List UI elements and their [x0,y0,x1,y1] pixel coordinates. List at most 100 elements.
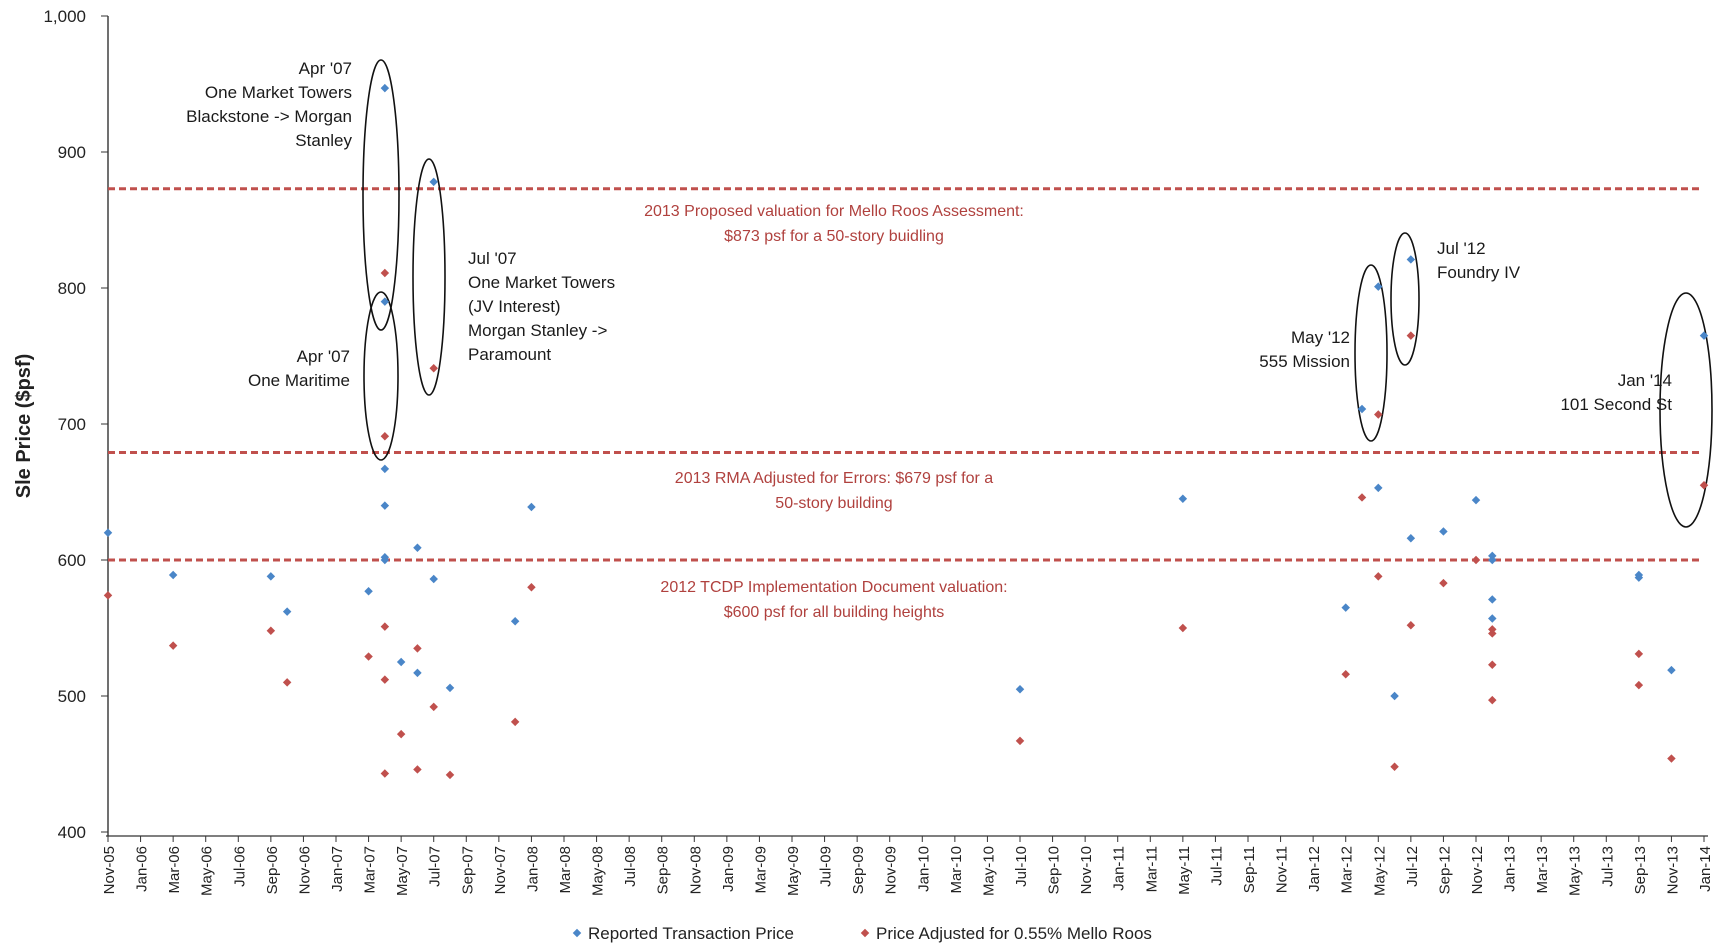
x-tick-label: Mar-07 [362,846,379,894]
y-tick-label: 700 [58,415,86,434]
adjusted-price-point [380,431,390,441]
x-tick-label: Jul-07 [427,846,444,887]
x-tick-label: Jan-14 [1697,846,1714,892]
x-tick-label: Mar-08 [557,846,574,894]
y-tick-label: 900 [58,143,86,162]
annotation-text: Apr '07 [297,347,350,366]
x-tick-label: Mar-11 [1143,846,1160,892]
reported-price-point [1634,573,1644,582]
x-tick-label: Nov-07 [492,846,509,894]
reported-price-point [429,574,438,584]
reported-price-point [380,464,390,474]
highlight-ellipse [362,59,400,331]
adjusted-price-point [429,363,438,373]
x-tick-label: Sep-10 [1046,846,1063,894]
legend: Reported Transaction Price Price Adjuste… [572,924,1152,943]
reference-line-label: 2013 RMA Adjusted for Errors: $679 psf f… [675,470,993,487]
adjusted-price-point [413,644,422,653]
x-tick-label: Jan-06 [134,846,151,892]
y-tick-label: 500 [58,687,86,706]
reported-price-point [380,83,390,93]
annotation-text: One Market Towers [468,273,615,292]
annotation-text: (JV Interest) [468,297,561,316]
x-tick-label: Mar-06 [166,846,183,894]
data-points [103,83,1709,780]
adjusted-price-point [1488,660,1497,669]
legend-label-reported: Reported Transaction Price [588,924,794,943]
adjusted-price-point [1699,480,1709,490]
x-tick-label: Jul-12 [1404,846,1421,887]
adjusted-price-point [168,641,178,650]
adjusted-price-point [1341,669,1350,679]
reference-line-label: $873 psf for a 50-story buidling [724,228,944,245]
adjusted-price-point [510,717,520,727]
x-tick-label: Jul-11 [1208,846,1225,886]
annotation-text: Blackstone -> Morgan [186,107,352,126]
adjusted-price-point [380,769,390,778]
reported-price-point [380,297,390,306]
x-tick-label: Mar-13 [1534,846,1551,894]
x-tick-label: May-06 [199,846,216,896]
reported-price-point [1178,494,1188,504]
x-tick-label: Nov-09 [883,846,900,894]
reported-price-point [364,587,373,596]
highlight-ellipse [412,158,446,396]
annotation-text: Jan '14 [1618,371,1672,390]
x-tick-label: May-09 [785,846,802,896]
reported-price-point [380,501,390,510]
reference-line-label: 50-story building [775,495,892,512]
adjusted-price-point [103,591,113,600]
adjusted-price-point [1015,736,1025,746]
annotation-text: Jul '07 [468,249,517,268]
x-tick-label: Sep-12 [1436,846,1453,894]
adjusted-price-point [1439,578,1448,588]
reported-price-point [1357,404,1367,414]
highlight-ellipse [363,291,399,461]
adjusted-price-point [1390,762,1399,771]
adjusted-price-point [1488,695,1497,705]
reported-price-point [1488,555,1497,565]
adjusted-price-point [1634,680,1644,690]
annotation-text: Foundry IV [1437,263,1521,282]
adjusted-price-point [1488,629,1497,638]
x-tick-label: May-07 [394,846,411,896]
adjusted-price-point [380,675,390,684]
x-tick-label: Mar-12 [1339,846,1356,894]
reported-price-point [266,572,276,581]
reported-price-point [1471,495,1481,505]
reference-line-label: $600 psf for all building heights [724,604,945,621]
x-tick-label: Jul-08 [622,846,639,887]
x-tick-label: Nov-06 [296,846,313,894]
adjusted-price-point [1374,572,1383,581]
reference-lines: 2013 Proposed valuation for Mello Roos A… [108,187,1700,621]
highlight-ellipse [1659,292,1713,528]
adjusted-price-point [429,702,438,712]
reported-price-point [1374,483,1383,493]
x-tick-label: Sep-11 [1241,846,1258,893]
reported-price-point [1406,533,1416,543]
reported-price-point [429,177,438,187]
x-tick-label: May-11 [1176,846,1193,895]
reported-price-point [282,607,292,616]
x-tick-label: Jan-07 [329,846,346,892]
x-tick-label: May-10 [980,846,997,896]
x-tick-label: Mar-09 [752,846,769,894]
reported-price-point [396,657,406,667]
annotation-text: May '12 [1291,328,1350,347]
x-tick-label: Nov-12 [1469,846,1486,894]
x-tick-label: Nov-10 [1078,846,1095,894]
x-tick-label: Sep-06 [264,846,281,894]
x-tick-label: May-12 [1371,846,1388,896]
adjusted-price-point [380,622,390,631]
x-tick-label: Jul-13 [1599,846,1616,887]
reported-price-point [1667,665,1676,675]
y-tick-label: 800 [58,279,86,298]
adjusted-price-point [266,626,276,635]
x-tick-label: May-08 [590,846,607,896]
highlight-ellipse [1390,232,1420,366]
annotation-text: 101 Second St [1560,395,1672,414]
reference-line-label: 2013 Proposed valuation for Mello Roos A… [644,203,1024,220]
highlight-ellipses [362,59,1713,528]
highlight-ellipse [1354,264,1388,442]
adjusted-price-point [364,652,373,661]
